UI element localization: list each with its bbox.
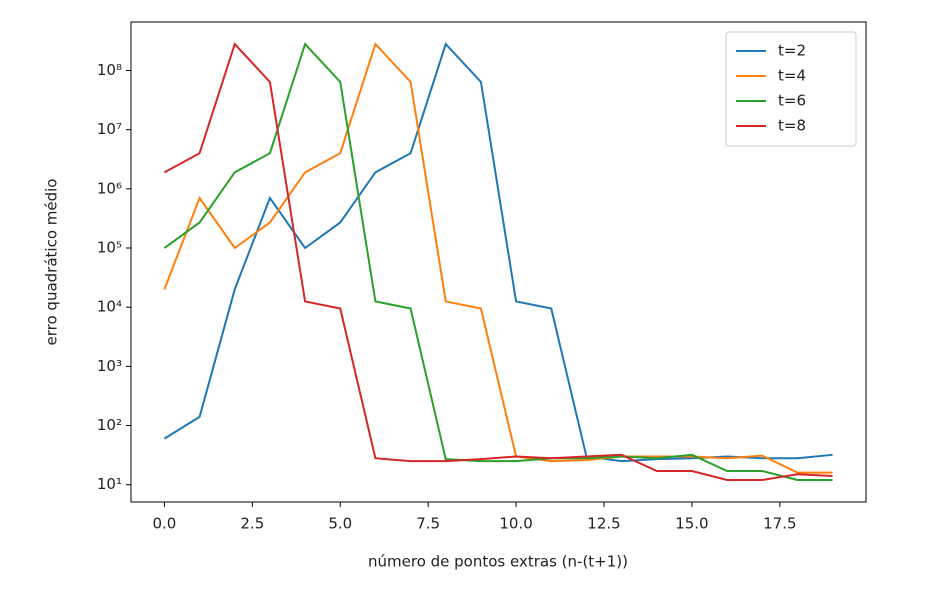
legend-label: t=4 <box>778 67 806 85</box>
legend-label: t=8 <box>778 117 806 135</box>
y-tick-label: 10³ <box>97 357 122 375</box>
y-tick-label: 10² <box>97 416 122 434</box>
y-axis-label: erro quadrático médio <box>43 179 61 346</box>
legend-label: t=6 <box>778 92 806 110</box>
y-tick-label: 10⁷ <box>97 120 122 138</box>
line-series <box>163 42 833 482</box>
x-tick-label: 0.0 <box>152 515 176 533</box>
x-axis-label: número de pontos extras (n-(t+1)) <box>368 553 628 571</box>
x-tick-label: 17.5 <box>763 515 796 533</box>
x-tick-label: 7.5 <box>416 515 440 533</box>
x-tick-label: 12.5 <box>587 515 620 533</box>
line-series <box>163 42 833 474</box>
y-tick-label: 10⁸ <box>97 61 122 79</box>
line-series <box>163 42 833 463</box>
line-series <box>163 42 833 482</box>
x-tick-label: 5.0 <box>328 515 352 533</box>
legend-label: t=2 <box>778 42 806 60</box>
x-tick-label: 15.0 <box>675 515 708 533</box>
legend-box <box>725 31 857 147</box>
y-tick-label: 10⁵ <box>97 239 122 257</box>
y-tick-label: 10⁴ <box>97 298 122 316</box>
x-tick-label: 10.0 <box>499 515 532 533</box>
y-tick-label: 10¹ <box>97 475 122 493</box>
x-tick-label: 2.5 <box>240 515 264 533</box>
axes-frame <box>130 21 867 503</box>
y-tick-label: 10⁶ <box>97 179 122 197</box>
